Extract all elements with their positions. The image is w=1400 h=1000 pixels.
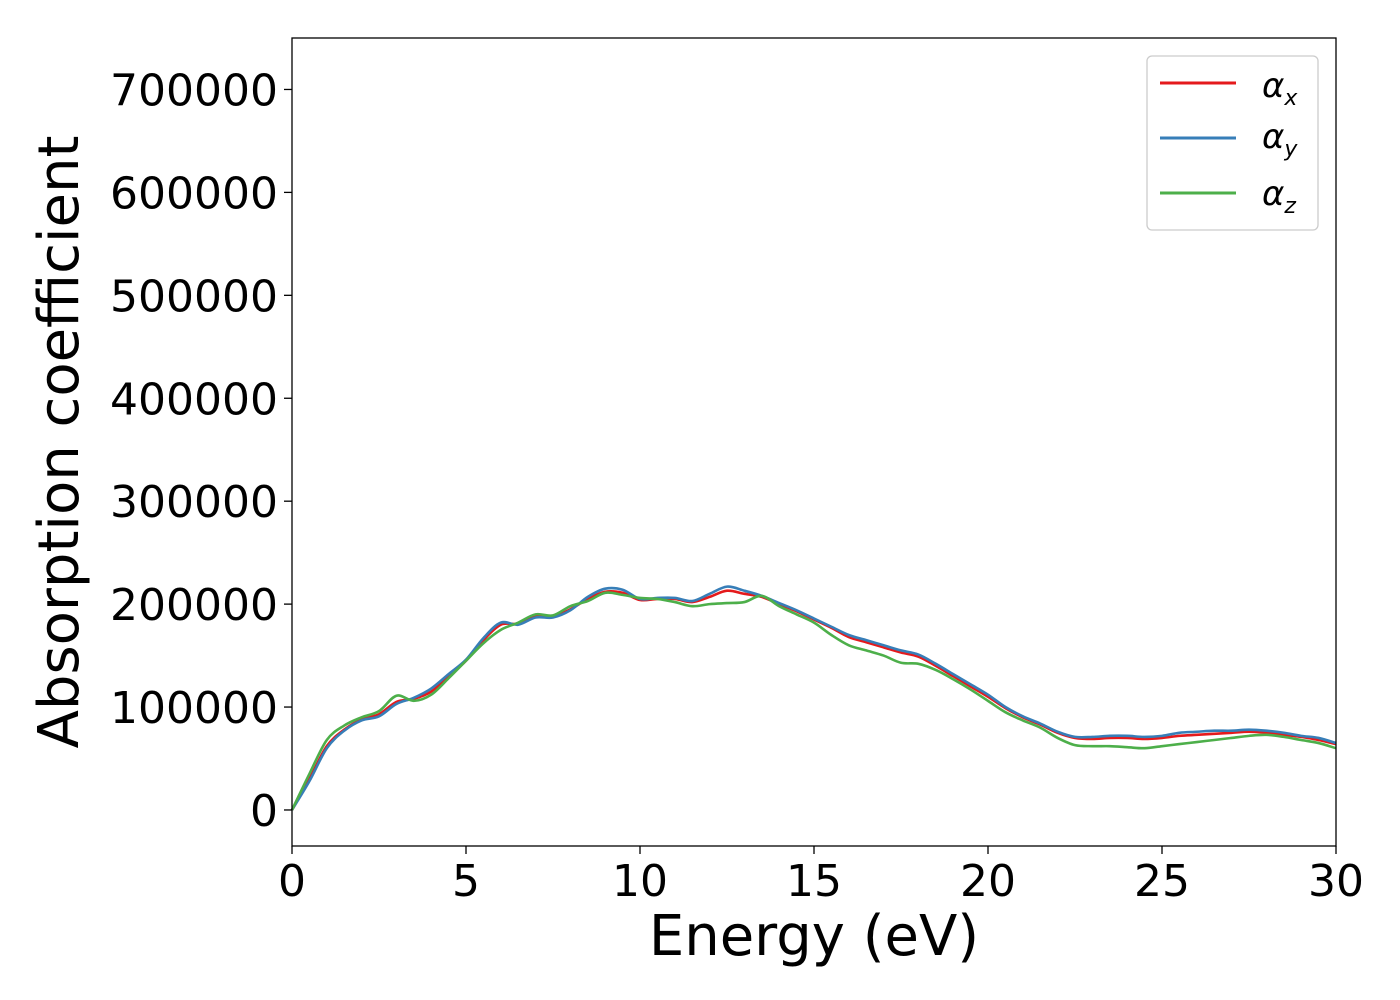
y-axis-title: Absorption coefficient [27, 136, 92, 749]
y-tick-label: 300000 [110, 477, 278, 528]
series-line-z [290, 591, 1337, 811]
x-tick-label: 15 [786, 856, 842, 907]
series-layer [290, 585, 1337, 811]
x-tick-label: 25 [1134, 856, 1190, 907]
x-tick-label: 30 [1308, 856, 1364, 907]
y-tick-label: 400000 [110, 374, 278, 425]
legend-label-x: αx [1262, 66, 1298, 111]
legend-label-x-main: α [1262, 66, 1284, 106]
x-tick-label: 0 [278, 856, 306, 907]
legend-label-y: αy [1262, 117, 1298, 162]
y-tick-label: 600000 [110, 168, 278, 219]
x-tick-label: 5 [452, 856, 480, 907]
legend-label-x-sub: x [1283, 86, 1298, 111]
y-axis: 0 100000 200000 300000 400000 500000 600000 700… [110, 65, 292, 837]
y-tick-label: 500000 [110, 271, 278, 322]
y-tick-label: 0 [250, 786, 278, 837]
legend: αx αy αz [1146, 55, 1319, 231]
legend-label-y-sub: y [1283, 137, 1298, 162]
x-axis-title: Energy (eV) [649, 904, 979, 969]
x-tick-label: 10 [612, 856, 668, 907]
y-tick-label: 200000 [110, 580, 278, 631]
y-tick-label: 100000 [110, 683, 278, 734]
y-tick-label: 700000 [110, 65, 278, 116]
legend-label-z-main: α [1262, 174, 1284, 214]
legend-box [1146, 55, 1319, 231]
x-axis: 0 5 10 15 20 25 30 [278, 846, 1364, 907]
legend-label-z-sub: z [1283, 194, 1296, 219]
x-tick-label: 20 [960, 856, 1016, 907]
legend-label-y-main: α [1262, 117, 1284, 157]
legend-label-z: αz [1262, 174, 1296, 219]
